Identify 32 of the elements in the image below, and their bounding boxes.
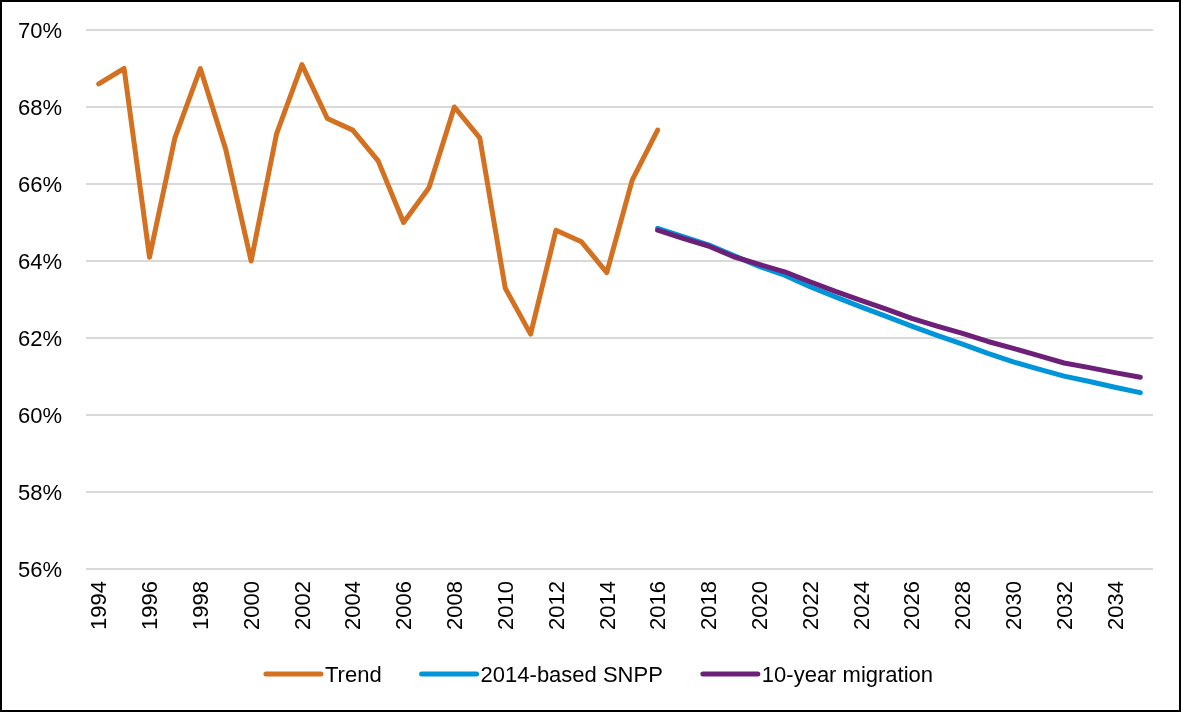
y-tick-label: 56% — [17, 556, 62, 582]
x-tick-label: 2032 — [1051, 581, 1077, 630]
legend-label: 2014-based SNPP — [480, 661, 663, 687]
x-tick-label: 2030 — [1000, 581, 1026, 630]
x-tick-label: 2028 — [950, 581, 976, 630]
x-tick-label: 1998 — [188, 581, 214, 630]
x-tick-label: 2004 — [340, 581, 366, 630]
x-tick-label: 2006 — [391, 581, 417, 630]
x-tick-label: 2020 — [746, 581, 772, 630]
y-tick-label: 68% — [17, 94, 62, 120]
x-tick-label: 2010 — [492, 581, 518, 630]
x-tick-label: 1994 — [86, 581, 112, 630]
x-tick-label: 2002 — [289, 581, 315, 630]
legend-label: 10-year migration — [761, 661, 934, 687]
y-tick-label: 62% — [17, 325, 62, 351]
y-tick-label: 70% — [17, 17, 62, 43]
x-tick-label: 2000 — [238, 581, 264, 630]
x-tick-label: 2022 — [797, 581, 823, 630]
y-tick-label: 60% — [17, 402, 62, 428]
x-tick-label: 2026 — [899, 581, 925, 630]
x-tick-label: 2008 — [442, 581, 468, 630]
x-tick-label: 2034 — [1102, 581, 1128, 630]
x-tick-label: 2024 — [848, 581, 874, 630]
x-tick-label: 2016 — [645, 581, 671, 630]
y-tick-label: 66% — [17, 171, 62, 197]
y-tick-label: 58% — [17, 479, 62, 505]
y-tick-label: 64% — [17, 248, 62, 274]
x-tick-label: 2012 — [543, 581, 569, 630]
legend-label: Trend — [324, 661, 382, 687]
x-tick-label: 2018 — [696, 581, 722, 630]
x-tick-label: 1996 — [137, 581, 163, 630]
x-tick-label: 2014 — [594, 581, 620, 630]
